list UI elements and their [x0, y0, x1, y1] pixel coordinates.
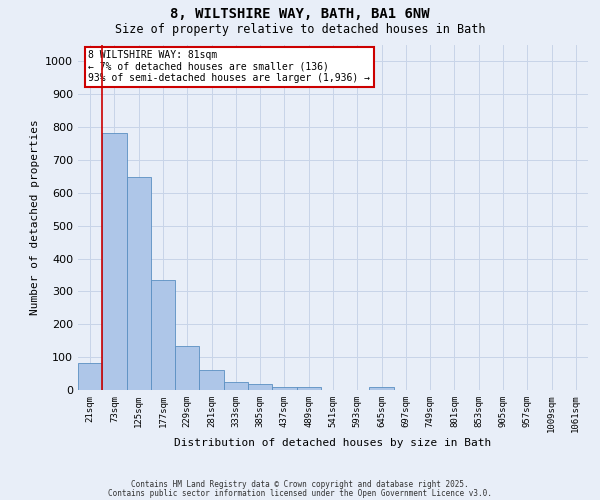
Bar [127, 177, 151, 390]
Bar [224, 382, 248, 390]
Bar [272, 388, 296, 390]
Bar [199, 370, 224, 390]
Bar [370, 386, 394, 390]
Bar [296, 388, 321, 390]
Text: Contains HM Land Registry data © Crown copyright and database right 2025.: Contains HM Land Registry data © Crown c… [131, 480, 469, 489]
Bar [78, 362, 102, 390]
Text: Size of property relative to detached houses in Bath: Size of property relative to detached ho… [115, 22, 485, 36]
Text: 8 WILTSHIRE WAY: 81sqm
← 7% of detached houses are smaller (136)
93% of semi-det: 8 WILTSHIRE WAY: 81sqm ← 7% of detached … [88, 50, 370, 84]
Bar [151, 280, 175, 390]
Y-axis label: Number of detached properties: Number of detached properties [29, 120, 40, 316]
Bar [175, 346, 199, 390]
Text: Contains public sector information licensed under the Open Government Licence v3: Contains public sector information licen… [108, 488, 492, 498]
Bar [248, 384, 272, 390]
Bar [102, 132, 127, 390]
X-axis label: Distribution of detached houses by size in Bath: Distribution of detached houses by size … [175, 438, 491, 448]
Text: 8, WILTSHIRE WAY, BATH, BA1 6NW: 8, WILTSHIRE WAY, BATH, BA1 6NW [170, 8, 430, 22]
